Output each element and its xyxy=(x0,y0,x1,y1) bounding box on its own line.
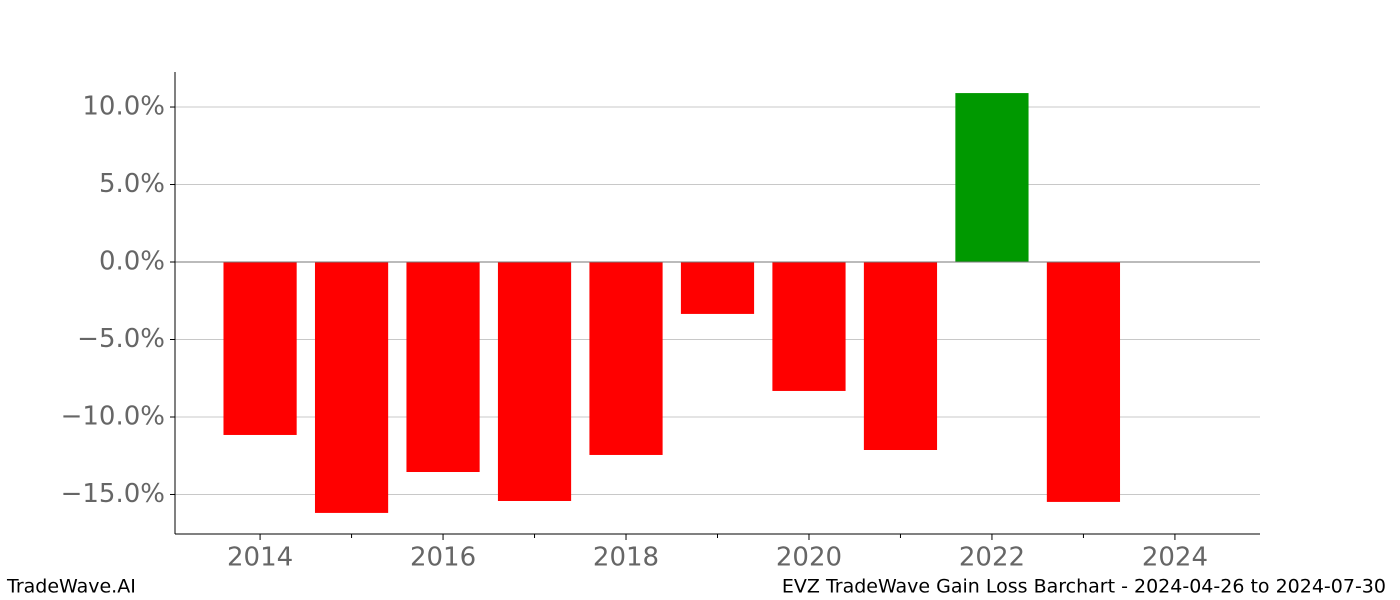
bar xyxy=(680,262,755,314)
bar xyxy=(497,262,572,501)
bar xyxy=(314,262,389,513)
bar xyxy=(589,262,663,455)
x-tick-label: 2020 xyxy=(776,543,842,573)
bar xyxy=(406,262,480,473)
bar xyxy=(223,262,297,435)
y-tick-label: 5.0% xyxy=(99,169,165,199)
bar xyxy=(863,262,938,450)
bar xyxy=(1046,262,1121,502)
x-tick-label: 2016 xyxy=(410,543,476,573)
x-tick-label: 2022 xyxy=(959,543,1025,573)
y-tick-label: 0.0% xyxy=(99,247,165,277)
y-tick-label: −5.0% xyxy=(77,324,165,354)
bar xyxy=(955,93,1029,263)
x-tick-label: 2024 xyxy=(1142,543,1208,573)
x-tick-label: 2018 xyxy=(593,543,659,573)
y-tick-label: 10.0% xyxy=(82,92,165,122)
bar xyxy=(772,262,846,391)
y-tick-label: −10.0% xyxy=(61,401,165,431)
watermark: TradeWave.AI xyxy=(6,576,136,598)
x-tick-label: 2014 xyxy=(227,543,293,573)
caption: EVZ TradeWave Gain Loss Barchart - 2024-… xyxy=(782,576,1386,598)
y-tick-label: −15.0% xyxy=(61,479,165,509)
